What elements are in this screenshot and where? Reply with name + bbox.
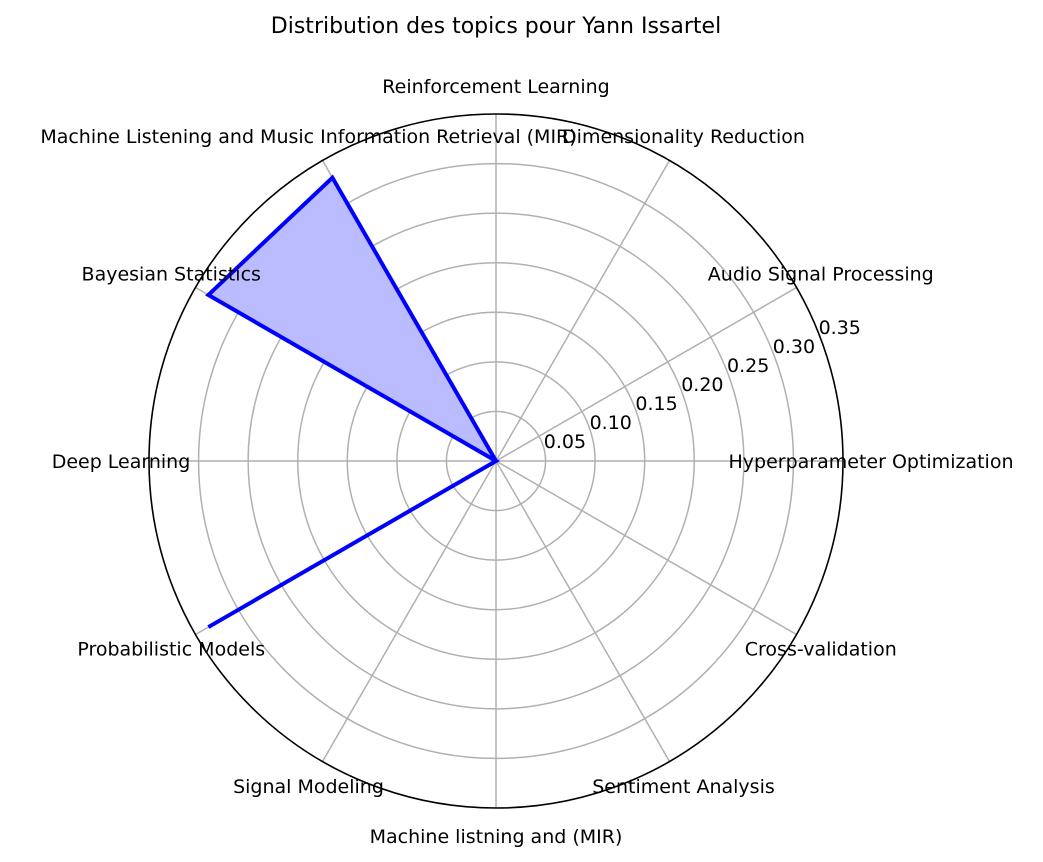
category-label: Audio Signal Processing — [708, 264, 934, 286]
category-label: Hyperparameter Optimization — [729, 451, 1014, 473]
r-tick-label: 0.15 — [635, 393, 677, 415]
category-label: Dimensionality Reduction — [562, 126, 805, 148]
category-label: Reinforcement Learning — [382, 76, 609, 98]
category-label: Signal Modeling — [233, 776, 384, 798]
category-label: Machine Listening and Music Information … — [40, 126, 576, 148]
grid-spoke — [495, 286, 797, 462]
r-tick-label: 0.35 — [819, 317, 861, 339]
r-tick-label: 0.20 — [681, 374, 723, 396]
series-area — [208, 177, 496, 628]
chart-title: Distribution des topics pour Yann Issart… — [271, 14, 721, 39]
r-tick-label: 0.05 — [544, 431, 586, 453]
category-label: Cross-validation — [745, 639, 897, 661]
r-tick-label: 0.25 — [727, 355, 769, 377]
grid-spoke — [321, 460, 497, 762]
category-label: Sentiment Analysis — [592, 776, 775, 798]
r-tick-label: 0.10 — [590, 412, 632, 434]
grid-spoke — [495, 160, 671, 462]
grid-spoke — [495, 460, 797, 636]
data-series — [205, 174, 501, 629]
category-label: Deep Learning — [52, 451, 191, 473]
category-label: Probabilistic Models — [77, 639, 265, 661]
polar-frame — [148, 113, 844, 809]
category-labels: Hyperparameter Optimization Audio Signal … — [40, 76, 1013, 848]
category-label: Machine listning and (MIR) — [370, 826, 623, 848]
grid-spoke — [495, 460, 671, 762]
r-tick-label: 0.30 — [773, 336, 815, 358]
radial-tick-labels: 0.050.100.150.200.250.300.35 — [544, 317, 861, 453]
series-line — [205, 174, 501, 629]
category-label: Bayesian Statistics — [82, 264, 261, 286]
